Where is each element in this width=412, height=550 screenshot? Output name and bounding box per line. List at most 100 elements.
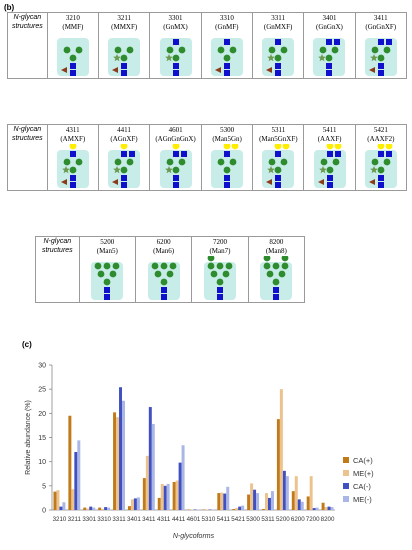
- y-tick-label: 0: [42, 508, 46, 515]
- bar-me: [62, 502, 66, 510]
- row-header-line2: structures: [11, 135, 43, 142]
- bar-ca: [253, 489, 257, 510]
- glycan-cell-6200: 6200 (Man6): [134, 236, 193, 303]
- glycan-structure-icon: [91, 262, 124, 300]
- glycan-cell-5311: 5311 (Man5GnXF): [252, 124, 305, 191]
- glycan-cell-5300: 5300 (Man5Gn): [200, 124, 254, 191]
- bar-me: [250, 483, 254, 510]
- glycan-name: (GnMF): [215, 23, 239, 31]
- bar-me: [300, 501, 304, 510]
- bar-ca: [297, 499, 301, 510]
- row-header: N-glycan structures: [35, 236, 80, 303]
- bar-ca: [148, 407, 152, 510]
- glycan-name: (Man5): [96, 247, 118, 255]
- bar-ca: [142, 478, 146, 510]
- x-tick-label: 3311: [112, 516, 126, 523]
- x-tick-label: 4311: [157, 516, 171, 523]
- row-header-line2: structures: [11, 23, 43, 30]
- bar-me: [71, 489, 75, 510]
- glycan-code: 3411: [373, 14, 388, 22]
- x-tick-label: 3401: [127, 516, 141, 523]
- glycan-structure-icon: [210, 38, 243, 76]
- glycan-structure-icon: [56, 38, 89, 76]
- bar-ca: [157, 497, 161, 510]
- x-tick-label: 5300: [246, 516, 260, 523]
- bar-me: [285, 476, 289, 510]
- bar-me: [151, 423, 155, 510]
- glycan-code: 3210: [65, 14, 80, 22]
- bar-ca: [133, 498, 137, 510]
- glycan-name: (GnMX): [163, 23, 188, 31]
- bar-ca: [327, 506, 331, 510]
- x-tick-label: 5421: [231, 516, 245, 523]
- glycan-structure-icon: [313, 144, 346, 188]
- glycan-cell-7200: 7200 (Man7): [191, 236, 249, 303]
- x-axis-label: N-glycoforms: [173, 533, 215, 540]
- glycan-table-3: N-glycan structures 5200 (Man5) 6200 (Man6) 72…: [35, 236, 306, 303]
- glycan-name: (AGnXF): [110, 135, 138, 143]
- bar-ca: [127, 506, 131, 510]
- glycan-structure-icon: [56, 144, 89, 188]
- row-header-line1: N-glycan: [13, 126, 42, 133]
- glycan-structure-icon: [159, 38, 192, 76]
- legend-label: ME(-): [353, 495, 372, 504]
- bar-me: [107, 507, 111, 510]
- legend-swatch: [343, 457, 349, 463]
- bar-me: [86, 508, 90, 510]
- bar-ca: [59, 506, 63, 510]
- bar-ca: [232, 509, 236, 510]
- bar-me: [235, 508, 239, 510]
- glycan-code: 4411: [117, 126, 131, 134]
- bar-ca: [178, 462, 182, 510]
- glycan-structure-icon: [364, 38, 397, 76]
- row-header-line2: structures: [41, 247, 73, 254]
- glycan-name: (Man8): [265, 247, 287, 255]
- bar-ca: [276, 419, 280, 510]
- glycan-table-2: N-glycan structures 4311 (AMXF) 4411 (AGnXF) 4…: [7, 124, 408, 191]
- bar-ca: [172, 481, 176, 510]
- x-tick-label: 3301: [82, 516, 96, 523]
- x-tick-label: 7200: [306, 516, 320, 523]
- bar-ca: [312, 508, 316, 510]
- glycan-code: 3211: [117, 14, 132, 22]
- bar-ca: [282, 470, 286, 510]
- glycan-structure-icon: [364, 144, 397, 188]
- glycan-table-1: N-glycan structures 3210 (MMF) 3211 (MMXF) 330…: [7, 12, 408, 79]
- glycan-name: (AMXF): [60, 135, 86, 143]
- glycan-cell-5411: 5411 (AAXF): [303, 124, 356, 191]
- glycan-structure-icon: [262, 144, 295, 188]
- glycan-code: 3311: [271, 14, 285, 22]
- x-tick-label: 8200: [321, 516, 335, 523]
- glycan-code: 5421: [373, 126, 388, 134]
- glycan-name: (GnGnXF): [365, 23, 397, 31]
- bar-ca: [74, 452, 78, 510]
- glycan-code: 5311: [271, 126, 286, 134]
- x-tick-label: 5310: [202, 516, 216, 523]
- bar-ca: [306, 496, 310, 510]
- bar-me: [101, 509, 105, 510]
- x-tick-label: 3210: [53, 516, 67, 523]
- bar-ca: [83, 507, 87, 510]
- bar-ca: [321, 502, 325, 510]
- glycan-structure-icon: [203, 256, 236, 300]
- row-header: N-glycan structures: [7, 124, 48, 191]
- glycan-cell-3301: 3301 (GnMX): [149, 12, 202, 79]
- glycan-cell-4601: 4601 (AGnGnGnX): [149, 124, 202, 191]
- glycan-cell-3310: 3310 (GnMF): [200, 12, 253, 79]
- x-tick-label: 4411: [172, 516, 186, 523]
- glycan-name: (Man5GnXF): [259, 135, 298, 143]
- bar-ca: [113, 412, 117, 510]
- x-tick-label: 6200: [291, 516, 305, 523]
- glycan-cell-5421: 5421 (AAXF2): [354, 124, 408, 191]
- bar-me: [324, 507, 328, 510]
- bar-me: [315, 507, 319, 510]
- x-tick-label: 5411: [217, 516, 231, 523]
- glycan-name: (MMF): [62, 23, 84, 31]
- bar-me: [226, 486, 230, 510]
- bar-ca: [89, 506, 93, 510]
- glycan-code: 3301: [168, 14, 183, 22]
- legend-label: CA(-): [353, 482, 371, 491]
- glycan-code: 4601: [168, 126, 183, 134]
- glycan-structure-icon: [108, 144, 141, 188]
- bar-ca: [217, 493, 221, 510]
